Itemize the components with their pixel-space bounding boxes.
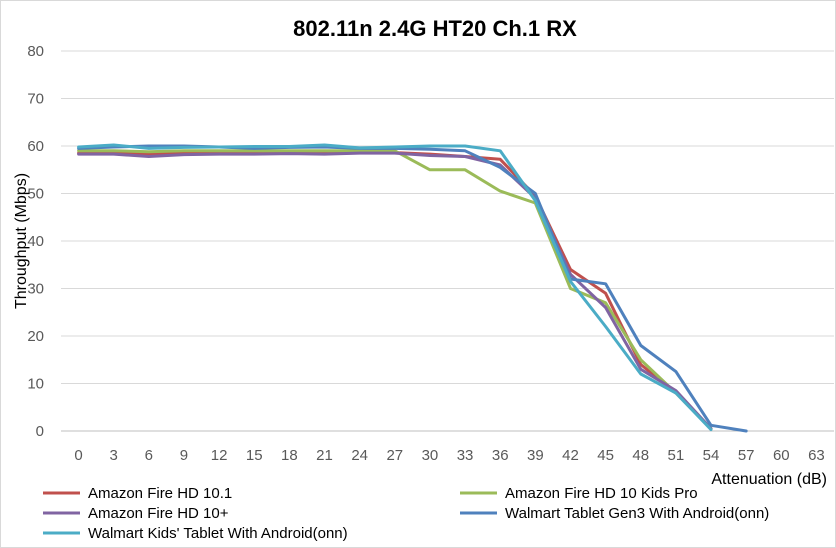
legend-label: Amazon Fire HD 10 Kids Pro bbox=[505, 485, 698, 502]
y-axis: 0 10 20 30 40 50 60 70 80 bbox=[27, 43, 44, 440]
y-tick-label: 30 bbox=[27, 281, 44, 298]
y-tick-label: 20 bbox=[27, 328, 44, 345]
y-tick-label: 0 bbox=[36, 423, 44, 440]
series-line-2 bbox=[77, 149, 713, 431]
chart-title: 802.11n 2.4G HT20 Ch.1 RX bbox=[293, 16, 577, 41]
legend: Amazon Fire HD 10.1 Amazon Fire HD 10 Kid… bbox=[43, 485, 769, 542]
x-axis: 0 3 6 9 12 15 18 21 24 27 30 33 36 39 42 45 48 51 54 57 60 63 bbox=[74, 447, 824, 464]
x-tick-label: 39 bbox=[527, 447, 544, 464]
x-tick-label: 45 bbox=[597, 447, 614, 464]
x-tick-label: 42 bbox=[562, 447, 579, 464]
series-line-3 bbox=[77, 151, 713, 431]
legend-label: Walmart Kids' Tablet With Android(onn) bbox=[88, 525, 348, 542]
x-tick-label: 30 bbox=[422, 447, 439, 464]
x-tick-label: 21 bbox=[316, 447, 333, 464]
y-tick-label: 60 bbox=[27, 138, 44, 155]
gridlines bbox=[61, 50, 834, 432]
x-tick-label: 48 bbox=[632, 447, 649, 464]
x-tick-label: 12 bbox=[211, 447, 228, 464]
y-axis-label: Throughput (Mbps) bbox=[13, 173, 30, 309]
x-tick-label: 18 bbox=[281, 447, 298, 464]
x-tick-label: 57 bbox=[738, 447, 755, 464]
x-tick-label: 27 bbox=[386, 447, 403, 464]
x-tick-label: 0 bbox=[74, 447, 82, 464]
x-tick-label: 54 bbox=[703, 447, 720, 464]
y-tick-label: 40 bbox=[27, 233, 44, 250]
x-tick-label: 6 bbox=[145, 447, 153, 464]
legend-label: Walmart Tablet Gen3 With Android(onn) bbox=[505, 505, 769, 522]
x-tick-label: 33 bbox=[457, 447, 474, 464]
x-tick-label: 36 bbox=[492, 447, 509, 464]
legend-label: Amazon Fire HD 10+ bbox=[88, 505, 229, 522]
x-tick-label: 24 bbox=[351, 447, 368, 464]
y-tick-label: 80 bbox=[27, 43, 44, 60]
y-tick-label: 50 bbox=[27, 186, 44, 203]
y-tick-label: 10 bbox=[27, 376, 44, 393]
x-tick-label: 51 bbox=[668, 447, 685, 464]
y-tick-label: 70 bbox=[27, 91, 44, 108]
x-tick-label: 9 bbox=[180, 447, 188, 464]
series-lines bbox=[77, 143, 748, 433]
legend-label: Amazon Fire HD 10.1 bbox=[88, 485, 232, 502]
series-line-5 bbox=[77, 143, 713, 432]
x-tick-label: 63 bbox=[808, 447, 825, 464]
x-tick-label: 3 bbox=[110, 447, 118, 464]
x-tick-label: 15 bbox=[246, 447, 263, 464]
x-axis-label: Attenuation (dB) bbox=[711, 471, 827, 488]
x-tick-label: 60 bbox=[773, 447, 790, 464]
